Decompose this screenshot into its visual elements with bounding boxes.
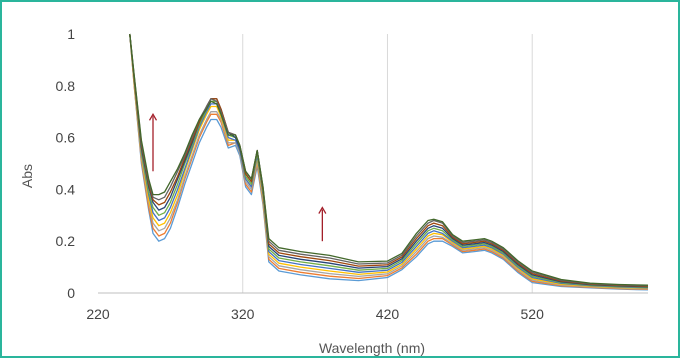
y-tick-label: 0.8 [56,78,76,94]
x-axis-title: Wavelength (nm) [319,340,425,356]
series-line-10 [129,33,649,286]
series-line-3 [129,33,649,290]
y-tick-label: 1 [67,26,75,42]
y-tick-label: 0.2 [56,233,76,249]
series-group [129,33,649,291]
series-line-7 [129,33,649,288]
series-line-9 [129,33,649,287]
arrow-head-2 [318,206,327,214]
x-tick-labels: 220 320 420 520 [86,306,544,322]
y-tick-label: 0.6 [56,130,76,146]
x-tick-label: 520 [521,306,545,322]
series-line-8 [129,33,649,287]
x-tick-label: 320 [231,306,255,322]
series-line-2 [129,33,649,291]
series-line-5 [129,33,649,289]
y-tick-label: 0 [67,285,75,301]
series-line-1 [129,33,649,291]
x-tick-label: 220 [86,306,110,322]
y-axis-title: Abs [19,164,35,188]
y-tick-label: 0.4 [56,181,76,197]
series-line-4 [129,33,649,289]
x-tick-label: 420 [376,306,400,322]
y-tick-labels: 0 0.2 0.4 0.6 0.8 1 [56,26,76,301]
arrow-head-1 [148,112,158,121]
annotation-arrows [148,112,327,242]
series-line-6 [129,33,649,288]
